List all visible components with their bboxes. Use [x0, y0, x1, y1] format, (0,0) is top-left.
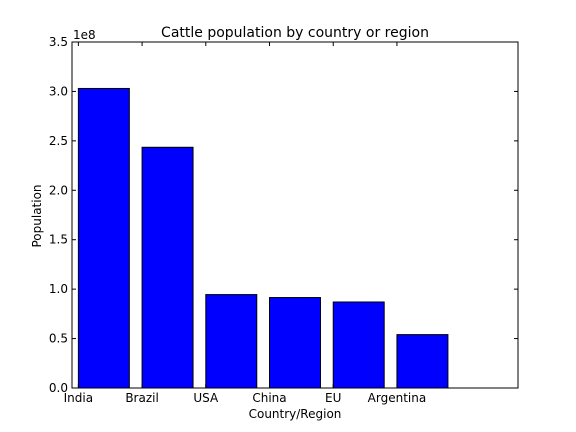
bar-eu: [332, 301, 385, 389]
y-tick-label: 0.0: [49, 381, 68, 395]
y-axis-label: Population: [30, 184, 44, 247]
x-tick-label: India: [64, 391, 93, 405]
x-tick-label: USA: [193, 391, 219, 405]
y-tick-label: 2.0: [49, 183, 68, 197]
y-tick-label: 0.5: [49, 332, 68, 346]
y-tick-label: 2.5: [49, 134, 68, 148]
bar-usa: [205, 294, 258, 389]
x-tick-label: China: [252, 391, 286, 405]
y-tick-label: 3.5: [49, 35, 68, 49]
x-tick-label: Brazil: [125, 391, 159, 405]
y-axis-offset-label: 1e8: [73, 28, 96, 42]
y-axis-ticks: 0.0 0.5 1.0 1.5 2.0 2.5 3.0 3.5: [49, 35, 518, 395]
x-tick-label: Argentina: [368, 391, 427, 405]
plot-frame: [71, 41, 519, 389]
y-tick-label: 3.0: [49, 84, 68, 98]
x-tick-label: EU: [325, 391, 341, 405]
y-tick-label: 1.5: [49, 233, 68, 247]
x-axis-ticks: India Brazil USA China EU Argentina: [64, 42, 427, 405]
y-tick-label: 1.0: [49, 282, 68, 296]
chart-title: Cattle population by country or region: [161, 25, 429, 41]
bar-india: [77, 87, 130, 389]
x-axis-label: Country/Region: [249, 407, 342, 421]
bar-brazil: [141, 146, 194, 389]
bar-argentina: [396, 334, 449, 389]
bars-group: [77, 87, 449, 389]
bar-china: [269, 297, 321, 389]
